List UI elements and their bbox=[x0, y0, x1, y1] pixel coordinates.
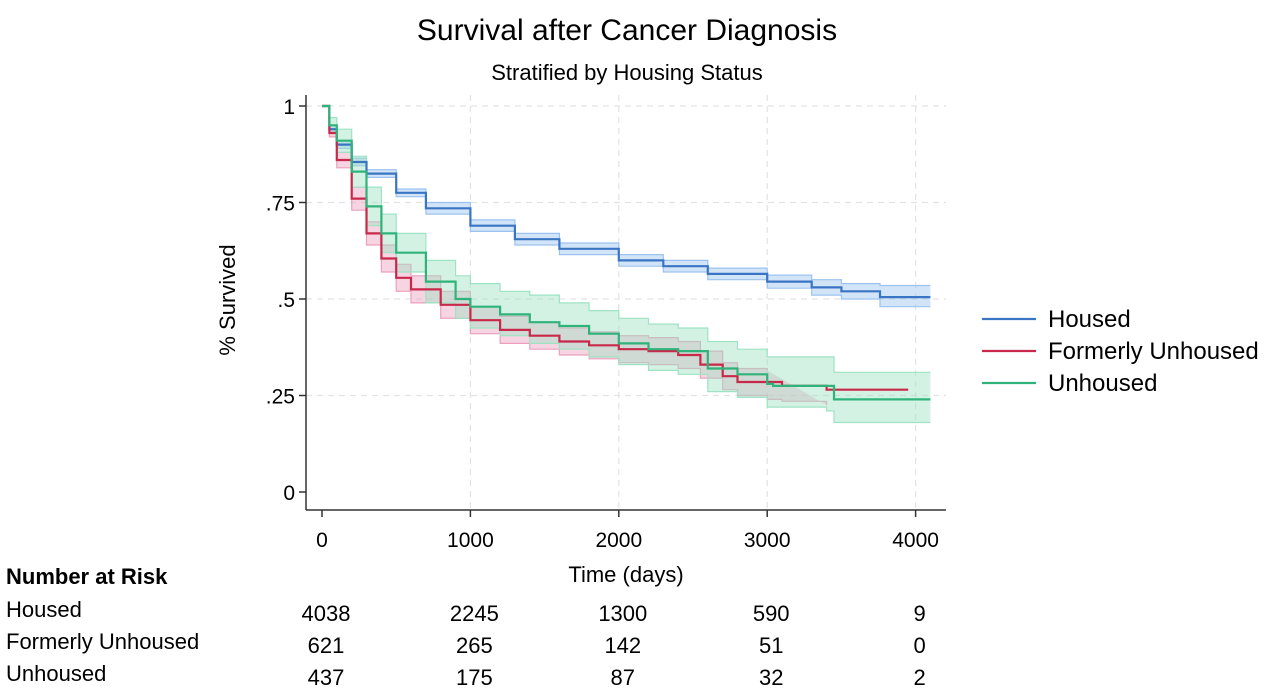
survival-line-2 bbox=[322, 104, 931, 401]
y-tick-label: 0 bbox=[283, 482, 295, 505]
y-tick-label: .75 bbox=[266, 193, 295, 216]
y-ticks: 0 .25 .5 .75 1 bbox=[266, 96, 306, 505]
risk-value: 590 bbox=[753, 601, 790, 626]
x-axis-label: Time (days) bbox=[568, 562, 683, 587]
x-tick-label: 2000 bbox=[595, 529, 642, 552]
risk-value: 621 bbox=[308, 633, 345, 658]
y-tick-label: 1 bbox=[283, 96, 295, 119]
x-tick-label: 4000 bbox=[892, 529, 939, 552]
risk-value: 4038 bbox=[302, 601, 351, 626]
survival-line-1 bbox=[322, 104, 909, 391]
ci-band-1 bbox=[322, 106, 827, 406]
risk-value: 175 bbox=[456, 665, 493, 690]
risk-row-label: Housed bbox=[6, 597, 82, 622]
y-tick-label: .25 bbox=[266, 386, 295, 409]
survival-lines bbox=[322, 104, 931, 401]
risk-value: 2245 bbox=[450, 601, 499, 626]
risk-value: 51 bbox=[759, 633, 783, 658]
risk-value: 32 bbox=[759, 665, 783, 690]
risk-value: 1300 bbox=[598, 601, 647, 626]
legend: Housed Formerly Unhoused Unhoused bbox=[982, 306, 1259, 397]
x-tick-label: 0 bbox=[316, 529, 328, 552]
grid bbox=[306, 95, 946, 510]
risk-table: Number at Risk Housed 4038 2245 1300 590 9 For… bbox=[6, 564, 926, 690]
risk-value: 265 bbox=[456, 633, 493, 658]
risk-value: 0 bbox=[913, 633, 925, 658]
ci-band-2 bbox=[322, 106, 931, 423]
legend-label: Formerly Unhoused bbox=[1048, 338, 1259, 365]
risk-value: 437 bbox=[308, 665, 345, 690]
chart-title: Survival after Cancer Diagnosis bbox=[417, 14, 837, 47]
risk-value: 87 bbox=[611, 665, 635, 690]
risk-value: 2 bbox=[913, 665, 925, 690]
x-ticks: 0 1000 2000 3000 4000 bbox=[316, 510, 939, 552]
ci-band-0 bbox=[322, 106, 931, 307]
y-axis-label: % Survived bbox=[215, 244, 240, 355]
chart-subtitle: Stratified by Housing Status bbox=[491, 60, 762, 85]
confidence-bands bbox=[322, 105, 931, 424]
risk-row-label: Formerly Unhoused bbox=[6, 629, 199, 654]
ci-upper-2 bbox=[322, 105, 931, 373]
x-tick-label: 1000 bbox=[447, 529, 494, 552]
risk-value: 9 bbox=[913, 601, 925, 626]
legend-label: Housed bbox=[1048, 306, 1131, 333]
y-tick-label: .5 bbox=[277, 289, 295, 312]
x-tick-label: 3000 bbox=[744, 529, 791, 552]
risk-row-label: Unhoused bbox=[6, 661, 106, 686]
legend-label: Unhoused bbox=[1048, 370, 1157, 397]
risk-value: 142 bbox=[604, 633, 641, 658]
risk-table-heading: Number at Risk bbox=[6, 564, 168, 589]
